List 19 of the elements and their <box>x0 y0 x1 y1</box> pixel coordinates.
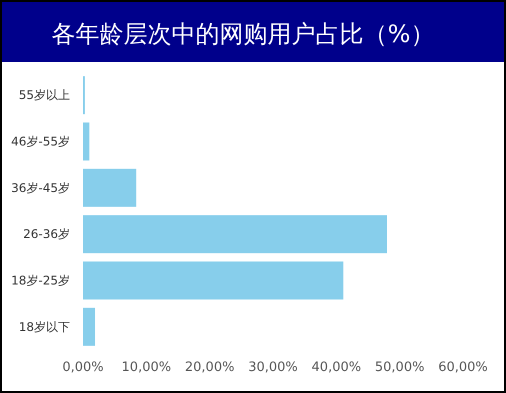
bar <box>83 168 136 207</box>
y-tick-label: 36岁-45岁 <box>11 180 70 195</box>
x-tick-label: 0,00% <box>62 360 104 375</box>
x-tick-label: 50,00% <box>374 360 424 375</box>
x-tick-label: 30,00% <box>248 360 298 375</box>
y-tick-label: 18岁以下 <box>18 320 70 334</box>
bar <box>83 215 387 254</box>
y-tick-label: 46岁-55岁 <box>11 134 70 148</box>
bar <box>83 122 90 160</box>
y-tick-label: 18岁-25岁 <box>11 274 70 288</box>
bar <box>83 308 96 346</box>
x-tick-label: 10,00% <box>122 360 172 375</box>
x-tick-label: 20,00% <box>184 360 234 375</box>
y-tick-label: 55岁以上 <box>18 88 70 102</box>
bar <box>83 262 344 300</box>
chart-title: 各年龄层次中的网购用户占比（%） <box>52 20 434 48</box>
x-tick-label: 60,00% <box>438 360 488 375</box>
x-tick-label: 40,00% <box>312 360 362 375</box>
y-tick-label: 26-36岁 <box>23 227 70 242</box>
